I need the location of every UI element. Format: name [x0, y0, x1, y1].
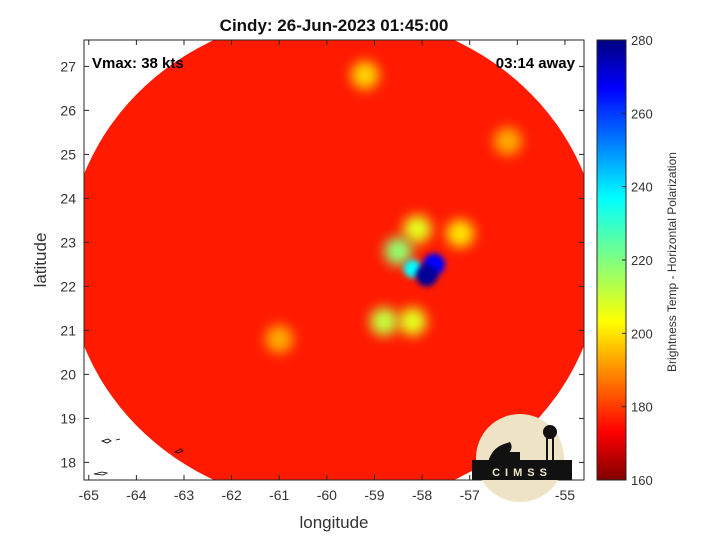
logo-water-tower — [543, 425, 557, 439]
y-tick-label: 26 — [60, 102, 76, 118]
island-shape — [173, 448, 184, 454]
logo-building — [496, 452, 520, 462]
y-tick-label: 25 — [60, 146, 76, 162]
x-tick-label: -55 — [555, 487, 575, 503]
colorbar-label: Brightness Temp - Horizontal Polarizatio… — [665, 152, 679, 372]
brightness-feature — [446, 219, 475, 248]
y-tick-label: 22 — [60, 278, 76, 294]
logo-tower-leg — [552, 438, 554, 460]
vmax-annotation: Vmax: 38 kts — [92, 55, 184, 72]
y-tick-label: 19 — [60, 410, 76, 426]
colorbar-ticks: 160 180 200 220 240 260 280 — [622, 33, 653, 488]
y-tick-label: 18 — [60, 454, 76, 470]
logo-text: CIMSS — [492, 467, 552, 479]
colorbar-tick-label: 220 — [631, 253, 653, 268]
brightness-feature — [384, 237, 413, 266]
brightness-feature — [370, 307, 398, 336]
x-tick-label: -62 — [222, 487, 242, 503]
colorbar-tick-label: 240 — [631, 180, 653, 195]
y-tick-label: 23 — [60, 234, 76, 250]
x-tick-label: -65 — [79, 487, 99, 503]
brightness-feature — [403, 215, 432, 244]
island-shape — [93, 471, 109, 476]
x-tick-label: -64 — [126, 487, 146, 503]
x-tick-label: -59 — [364, 487, 384, 503]
island-shape — [115, 438, 121, 441]
brightness-feature — [265, 325, 294, 354]
y-axis-label: latitude — [31, 233, 50, 288]
brightness-feature — [493, 127, 522, 156]
x-axis-label: longitude — [299, 513, 368, 532]
x-tick-label: -63 — [174, 487, 194, 503]
colorbar-tick-label: 200 — [631, 326, 653, 341]
logo-tower-leg — [546, 438, 548, 460]
y-tick-label: 24 — [60, 190, 76, 206]
cimss-logo: CIMSS — [472, 414, 572, 502]
swath-disk — [84, 40, 584, 480]
y-tick-label: 27 — [60, 58, 76, 74]
swath-layer — [84, 40, 584, 480]
chart-title: Cindy: 26-Jun-2023 01:45:00 — [220, 16, 449, 35]
brightness-feature — [350, 61, 379, 90]
logo-ground — [472, 460, 572, 480]
y-axis: 18 19 20 21 22 23 24 25 26 27 — [60, 58, 584, 470]
colorbar-tick-label: 260 — [631, 106, 653, 121]
x-tick-label: -61 — [269, 487, 289, 503]
colorbar-tick-label: 180 — [631, 400, 653, 415]
x-tick-label: -60 — [317, 487, 337, 503]
brightness-feature — [415, 264, 438, 287]
colorbar — [596, 39, 627, 481]
coastlines — [93, 438, 184, 476]
x-axis: -65-64-63-62-61-60-59-58-57-56-55 — [79, 40, 575, 503]
island-shape — [100, 438, 112, 444]
colorbar-tick-label: 160 — [631, 473, 653, 488]
y-tick-label: 21 — [60, 322, 76, 338]
colorbar-tick-label: 280 — [631, 33, 653, 48]
brightness-feature — [398, 307, 427, 336]
plot-frame — [83, 39, 585, 481]
y-tick-label: 20 — [60, 366, 76, 382]
x-tick-label: -57 — [460, 487, 480, 503]
x-tick-label: -58 — [412, 487, 432, 503]
time-away-annotation: 03:14 away — [496, 55, 576, 72]
